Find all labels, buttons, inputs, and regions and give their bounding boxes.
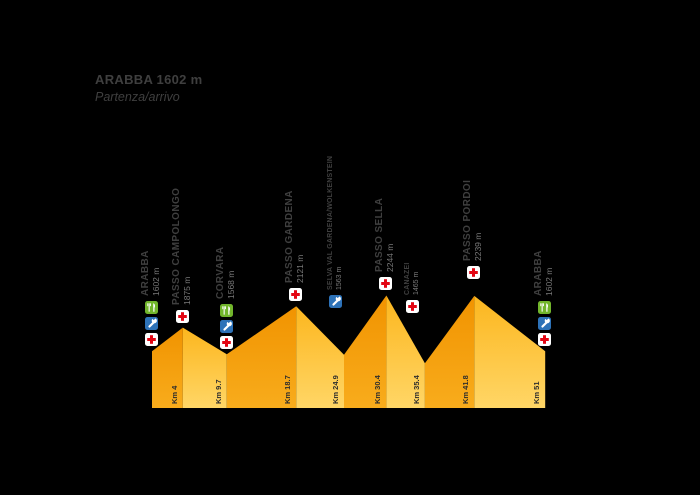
profile-face bbox=[386, 295, 425, 408]
refreshment-icon bbox=[145, 301, 158, 315]
mechanic-icon bbox=[145, 317, 158, 331]
station-label: PASSO CAMPOLONGO 1875 m bbox=[171, 187, 192, 304]
station-name: CORVARA bbox=[214, 246, 226, 300]
profile-face bbox=[182, 327, 227, 408]
station-name: ARABBA bbox=[140, 250, 151, 297]
refreshment-icon bbox=[219, 304, 233, 318]
medic-icon bbox=[175, 309, 189, 323]
station-label: CANAZEI 1465 m bbox=[404, 263, 421, 296]
page-subtitle: Partenza/arrivo bbox=[95, 90, 180, 104]
page-title: ARABBA 1602 m bbox=[95, 72, 203, 87]
km-label: Km 9.7 bbox=[213, 379, 223, 404]
station-label: ARABBA 1602 m bbox=[140, 251, 161, 297]
km-label: Km 4 bbox=[169, 385, 179, 404]
mechanic-icon bbox=[328, 294, 342, 308]
medic-icon bbox=[145, 333, 158, 347]
station-label: PASSO SELLA 2244 m bbox=[374, 198, 395, 272]
station-label: PASSO PORDOI 2239 m bbox=[462, 180, 483, 261]
km-label: Km 41.8 bbox=[461, 375, 471, 404]
mechanic-icon bbox=[219, 320, 233, 334]
km-label: Km 35.4 bbox=[411, 375, 421, 404]
station-elevation: 1602 m bbox=[151, 267, 161, 297]
medic-icon bbox=[405, 300, 419, 314]
medic-icon bbox=[467, 265, 481, 279]
station-label: SELVA VAL GARDENA/WOLKENSTEIN 1563 m bbox=[327, 156, 344, 290]
profile-faces bbox=[152, 295, 546, 408]
station-elevation: 2244 m bbox=[385, 244, 396, 273]
km-label: Km 24.9 bbox=[330, 375, 340, 404]
medic-icon bbox=[219, 336, 233, 350]
station-elevation: 2239 m bbox=[473, 232, 484, 261]
medic-icon bbox=[379, 277, 393, 291]
profile-face bbox=[474, 295, 546, 408]
refreshment-icon bbox=[538, 301, 552, 315]
station-elevation: 2121 m bbox=[295, 254, 306, 284]
title-block: ARABBA 1602 m Partenza/arrivo bbox=[95, 72, 202, 104]
profile-face bbox=[296, 306, 344, 408]
station-label: ARABBA 1602 m bbox=[533, 251, 554, 297]
station-name: CANAZEI bbox=[403, 262, 411, 296]
profile-face bbox=[344, 295, 387, 408]
station-name: PASSO PORDOI bbox=[462, 179, 474, 261]
profile-face bbox=[424, 295, 475, 408]
station-elevation: 1568 m bbox=[225, 270, 236, 300]
station-name: SELVA VAL GARDENA/WOLKENSTEIN bbox=[326, 155, 334, 290]
station-elevation: 1465 m bbox=[412, 271, 420, 296]
mechanic-icon bbox=[538, 317, 552, 331]
profile-face bbox=[226, 306, 297, 408]
station-name: PASSO SELLA bbox=[374, 198, 386, 273]
station-label: PASSO GARDENA 2121 m bbox=[284, 190, 305, 283]
km-label: Km 51 bbox=[532, 381, 542, 404]
profile-face bbox=[152, 327, 183, 408]
station-elevation: 1875 m bbox=[181, 276, 192, 305]
station-name: PASSO CAMPOLONGO bbox=[170, 187, 182, 305]
km-label: Km 30.4 bbox=[373, 375, 383, 404]
station-elevation: 1602 m bbox=[544, 267, 555, 297]
station-label: CORVARA 1568 m bbox=[215, 247, 236, 299]
medic-icon bbox=[538, 333, 552, 347]
station-name: PASSO GARDENA bbox=[284, 190, 296, 284]
medic-icon bbox=[289, 288, 303, 302]
km-label: Km 18.7 bbox=[283, 375, 293, 404]
station-elevation: 1563 m bbox=[335, 266, 343, 290]
station-name: ARABBA bbox=[533, 250, 545, 297]
